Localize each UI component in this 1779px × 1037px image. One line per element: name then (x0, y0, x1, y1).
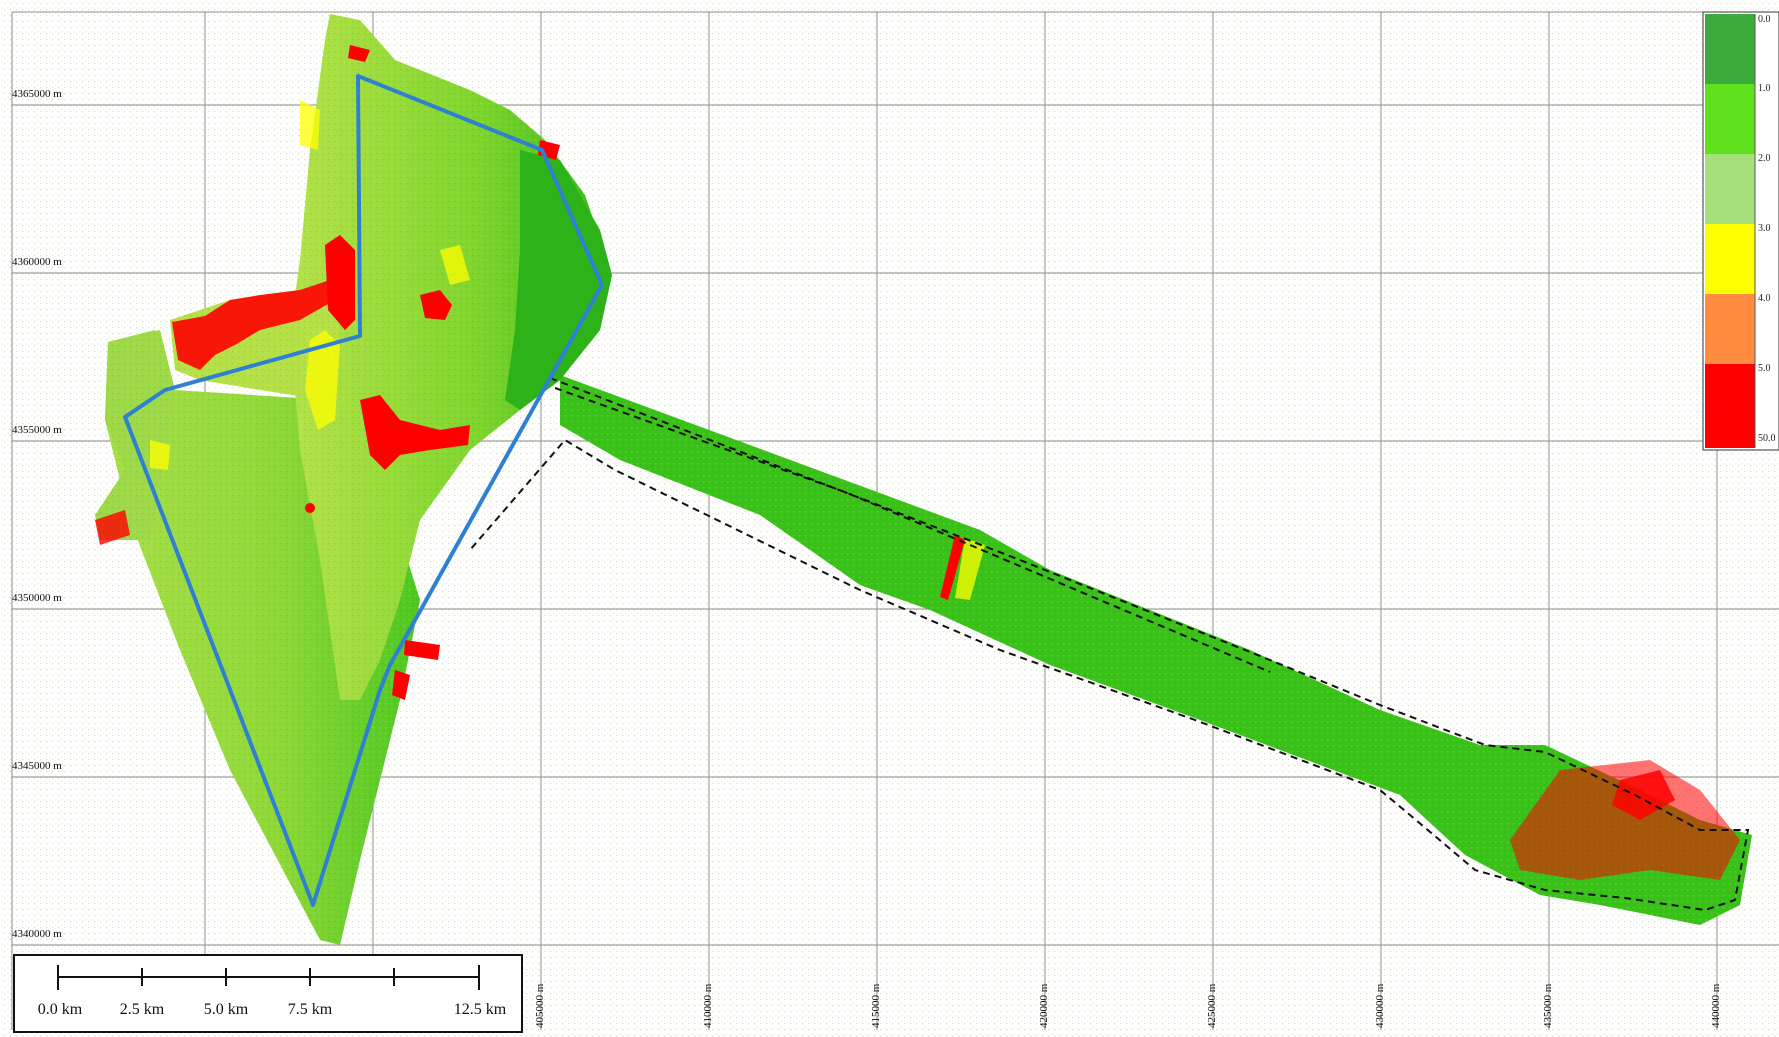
corridor-boundary-inner (554, 387, 1271, 673)
legend (1702, 11, 1779, 451)
x-tick-label: 430000 m (1374, 983, 1386, 1028)
x-tick-label: 405000 m (534, 983, 546, 1028)
legend-label: 3.0 (1758, 223, 1771, 234)
scale-bar (13, 954, 523, 1033)
legend-label: 0.0 (1758, 14, 1771, 25)
y-tick-label: 4355000 m (12, 424, 62, 436)
x-tick-label: 420000 m (1038, 983, 1050, 1028)
legend-swatch-2 (1705, 154, 1755, 224)
legend-swatch-0 (1705, 14, 1755, 84)
x-tick-label: 440000 m (1710, 983, 1722, 1028)
legend-label: 1.0 (1758, 83, 1771, 94)
legend-swatch-5 (1705, 364, 1755, 448)
legend-swatch-4 (1705, 294, 1755, 364)
scale-bar-label: 5.0 km (203, 1001, 249, 1018)
legend-label: 4.0 (1758, 293, 1771, 304)
scale-bar-label: 2.5 km (119, 1001, 165, 1018)
legend-label: 2.0 (1758, 153, 1771, 164)
x-tick-label: 410000 m (702, 983, 714, 1028)
corridor-boundary-line (469, 377, 1750, 912)
y-tick-label: 4360000 m (12, 256, 62, 268)
legend-label: 50.0 (1758, 433, 1776, 444)
scale-bar-label: 7.5 km (287, 1001, 333, 1018)
legend-label: 5.0 (1758, 363, 1771, 374)
legend-swatch-3 (1705, 224, 1755, 294)
scale-bar-label: 0.0 km (37, 1001, 83, 1018)
survey-boundary-line (123, 74, 604, 907)
y-tick-label: 4340000 m (12, 928, 62, 940)
y-tick-label: 4345000 m (12, 760, 62, 772)
x-tick-label: 435000 m (1542, 983, 1554, 1028)
scale-bar-label: 12.5 km (453, 1001, 507, 1018)
y-tick-label: 4365000 m (12, 88, 62, 100)
legend-swatch-1 (1705, 84, 1755, 154)
raster-east-dark (505, 150, 612, 410)
y-tick-label: 4350000 m (12, 592, 62, 604)
mid-value-patches (150, 100, 985, 600)
x-tick-label: 425000 m (1206, 983, 1218, 1028)
x-tick-label: 415000 m (870, 983, 882, 1028)
